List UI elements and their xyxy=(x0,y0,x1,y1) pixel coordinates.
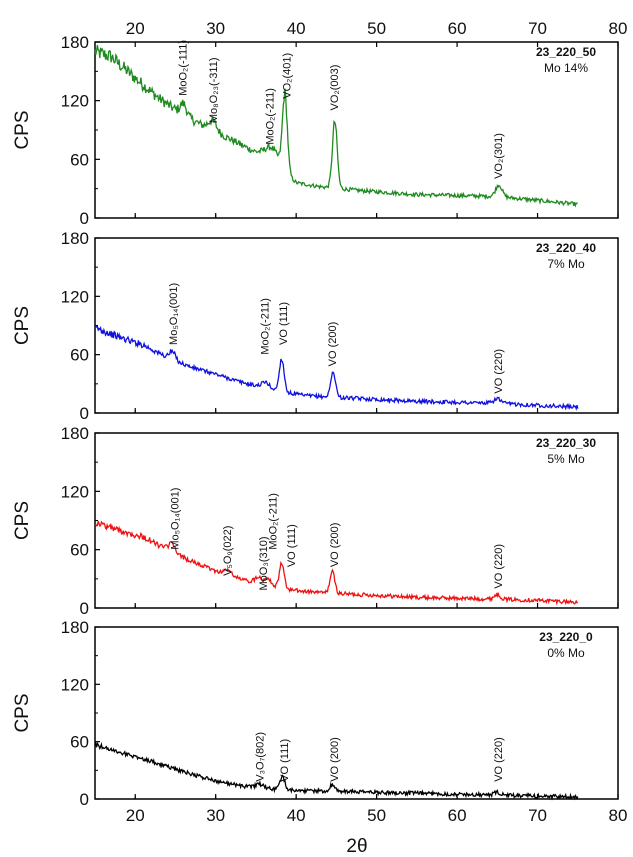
y-tick-label: 0 xyxy=(80,404,89,423)
y-tick-label: 120 xyxy=(61,675,89,694)
x-tick-label: 30 xyxy=(206,806,225,825)
y-axis-title: CPS xyxy=(12,693,33,732)
sample-id: 23_220_30 xyxy=(536,436,596,450)
y-axis-title: CPS xyxy=(12,110,33,149)
panel-23_220_0: 20 30 40 50 60 70 80 0 60 120 180 CPS V₃O₇(802) VO (1… xyxy=(12,618,627,825)
y-tick-label: 180 xyxy=(61,33,89,52)
y-tick-label: 60 xyxy=(70,541,89,560)
x-tick-label-top: 70 xyxy=(528,19,547,38)
peak-label: MoO₂(-211) xyxy=(264,88,276,145)
peak-label: VO (200) xyxy=(329,523,341,568)
xrd-trace-23_220_40 xyxy=(94,323,579,412)
x-tick-label-top: 20 xyxy=(126,19,145,38)
y-tick-label: 60 xyxy=(70,346,89,365)
y-tick-label: 180 xyxy=(61,618,89,637)
peak-label: VO₂(003) xyxy=(329,65,341,111)
x-tick-label-top: 30 xyxy=(206,19,225,38)
y-tick-label: 120 xyxy=(61,482,89,501)
peak-label: V₃O₇(802) xyxy=(255,732,267,782)
peak-label: Mo₅O₁₄(001) xyxy=(168,283,180,345)
peak-label: VO (111) xyxy=(279,739,291,782)
peak-label: Mo₈O₂₃(-311) xyxy=(208,57,220,123)
peak-label: VO (220) xyxy=(493,737,505,782)
sample-id: 23_220_50 xyxy=(536,45,596,59)
peak-label: VO (111) xyxy=(278,302,290,345)
peak-label: VO (220) xyxy=(493,349,505,394)
peak-label: VO (220) xyxy=(493,544,505,589)
x-tick-label-top: 50 xyxy=(367,19,386,38)
xrd-trace-23_220_0 xyxy=(94,741,579,801)
x-tick-label: 80 xyxy=(609,806,628,825)
x-tick-label: 40 xyxy=(287,806,306,825)
peak-label: VO₂(401) xyxy=(281,53,293,99)
peak-label: V₅O₉(022) xyxy=(222,526,234,576)
x-tick-label-top: 40 xyxy=(287,19,306,38)
x-tick-label-top: 60 xyxy=(448,19,467,38)
y-tick-label: 0 xyxy=(80,209,89,228)
peak-label: VO₂(301) xyxy=(493,133,505,179)
sample-composition: 7% Mo xyxy=(547,257,585,271)
x-tick-label: 20 xyxy=(126,806,145,825)
y-tick-label: 0 xyxy=(80,599,89,618)
y-tick-label: 120 xyxy=(61,92,89,111)
peak-label: MoO₂(-211) xyxy=(260,298,272,355)
panel-23_220_40: 0 60 120 180 CPS Mo₅O₁₄(001) MoO₂(-211) VO (111… xyxy=(12,229,619,423)
peak-label: MoO₂(-211) xyxy=(268,493,280,550)
x-tick-label: 70 xyxy=(528,806,547,825)
panel-23_220_50: 20 30 40 50 60 70 80 0 60 120 180 CPS MoO₂(-111) Mo₈O… xyxy=(12,19,627,228)
sample-id: 23_220_40 xyxy=(536,241,596,255)
plot-frame xyxy=(94,626,619,800)
x-axis-title: 2θ xyxy=(346,836,367,857)
x-tick-label: 50 xyxy=(367,806,386,825)
xrd-trace-23_220_50 xyxy=(94,44,579,208)
sample-composition: 0% Mo xyxy=(547,646,585,660)
y-axis-title: CPS xyxy=(12,306,33,345)
panel-23_220_30: 0 60 120 180 CPS Mo₅O₁₄(001) V₅O₉(022) MoO₃(310… xyxy=(12,424,619,618)
sample-composition: Mo 14% xyxy=(544,61,588,75)
peak-label: VO (111) xyxy=(286,524,298,567)
peak-label: VO (200) xyxy=(327,322,339,367)
x-tick-label: 60 xyxy=(448,806,467,825)
peak-label: VO (200) xyxy=(329,737,341,782)
peak-label: MoO₃(310) xyxy=(258,537,270,591)
y-tick-label: 180 xyxy=(61,424,89,443)
sample-id: 23_220_0 xyxy=(539,630,593,644)
y-tick-label: 60 xyxy=(70,150,89,169)
y-tick-label: 120 xyxy=(61,287,89,306)
xrd-panels: 20 30 40 50 60 70 80 0 60 120 180 CPS MoO₂(-111) Mo₈O… xyxy=(12,19,627,825)
peak-label: MoO₂(-111) xyxy=(178,40,190,96)
y-tick-label: 60 xyxy=(70,733,89,752)
peak-label: Mo₅O₁₄(001) xyxy=(169,488,181,550)
sample-composition: 5% Mo xyxy=(547,452,585,466)
x-tick-label-top: 80 xyxy=(609,19,628,38)
xrd-trace-23_220_30 xyxy=(94,520,579,606)
plot-frame xyxy=(94,41,619,219)
y-tick-label: 0 xyxy=(80,790,89,809)
y-tick-label: 180 xyxy=(61,229,89,248)
y-axis-title: CPS xyxy=(12,501,33,540)
